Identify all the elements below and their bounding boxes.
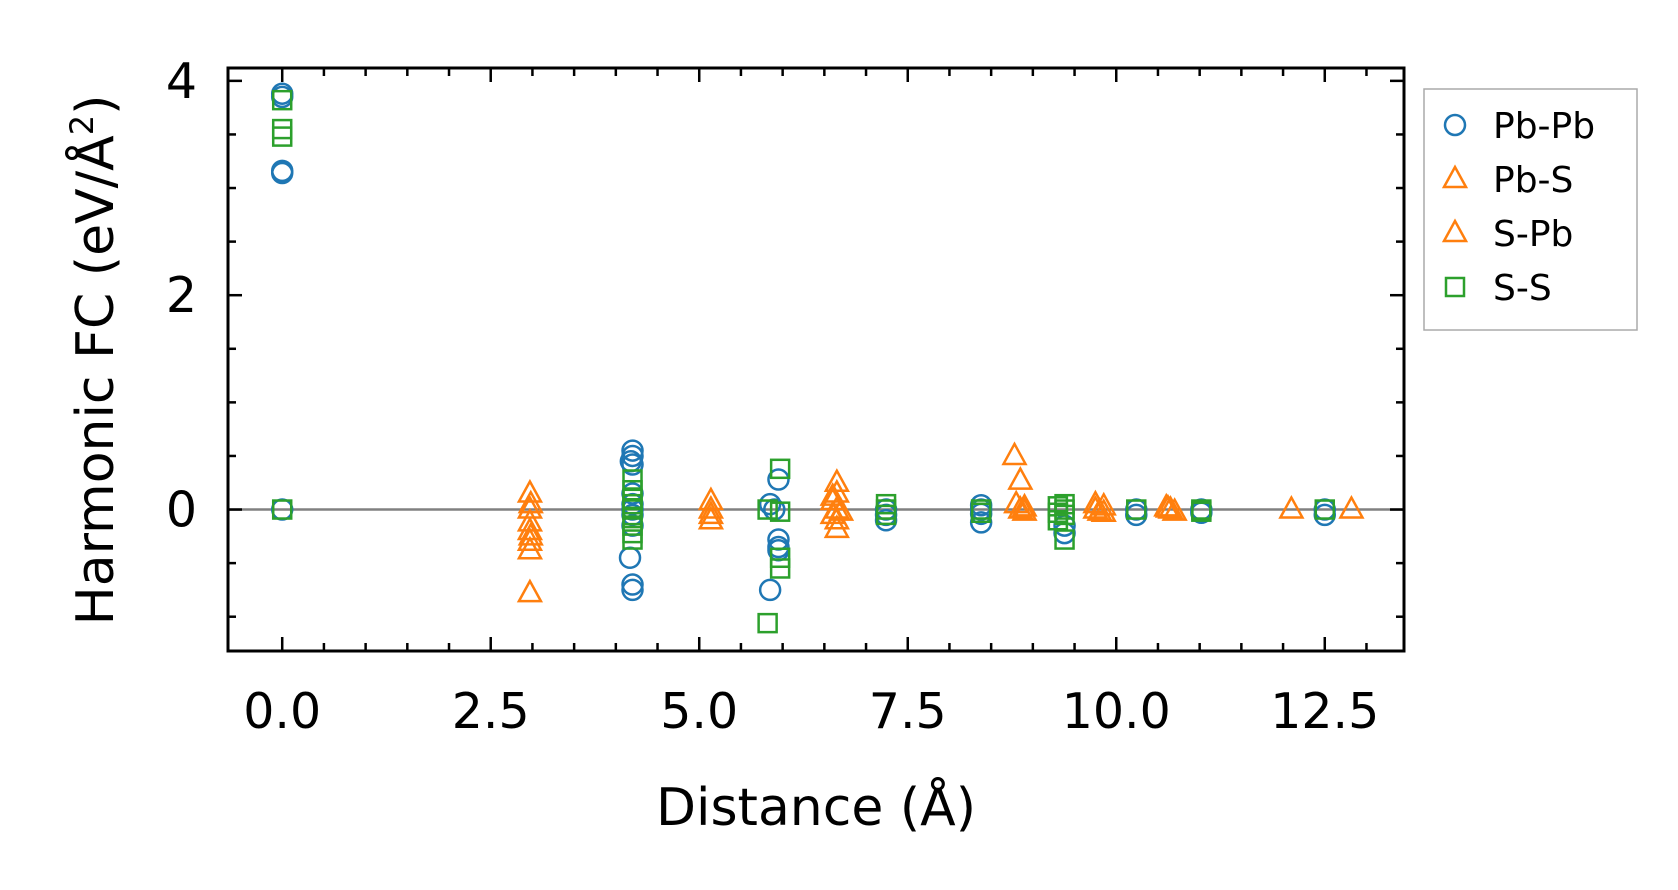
legend-item-pb-s: Pb-S: [1441, 160, 1573, 201]
point-s-pb: [819, 482, 846, 506]
point-pb-s: [697, 505, 725, 530]
point-s-s: [271, 499, 293, 520]
point-pb-pb: [618, 546, 642, 570]
point-s-s: [271, 89, 293, 111]
x-tick-label: 7.5: [869, 683, 947, 740]
point-pb-pb: [621, 453, 644, 476]
point-s-s: [622, 529, 643, 550]
point-pb-s: [697, 494, 725, 519]
legend-marker-s-pb: [1441, 218, 1469, 243]
y-axis-title: Harmonic FC (eV/Å2): [63, 95, 126, 626]
legend-marker-pb-s: [1441, 164, 1469, 189]
axis-ticks: [228, 68, 1404, 651]
plot-frame: [226, 66, 1406, 653]
point-pb-s: [1338, 494, 1365, 519]
point-pb-pb: [270, 161, 294, 185]
point-pb-s: [697, 500, 725, 525]
point-pb-s: [1278, 494, 1305, 519]
x-axis-title: Distance (Å): [656, 776, 976, 838]
y-tick-label: 2: [166, 267, 197, 324]
point-s-pb: [1154, 493, 1182, 518]
point-pb-s: [516, 478, 544, 503]
point-s-s: [622, 469, 643, 490]
point-s-pb: [517, 489, 544, 514]
point-pb-s: [1007, 466, 1034, 490]
point-s-s: [271, 126, 293, 147]
legend-marker-pb-pb: [1443, 113, 1467, 137]
point-s-s: [769, 558, 791, 579]
point-pb-s: [1011, 497, 1038, 521]
legend-box: [1423, 88, 1638, 331]
x-tick-labels: 0.0 2.5 5.0 7.5 10.0 12.5: [243, 683, 1379, 740]
point-s-s: [769, 547, 791, 569]
y-axis-title-main: Harmonic FC (eV/Å: [64, 135, 126, 626]
point-pb-pb: [758, 578, 782, 602]
legend-item-s-pb: S-Pb: [1441, 214, 1573, 255]
point-pb-s: [1001, 441, 1028, 466]
point-s-s: [769, 458, 791, 480]
point-s-pb: [827, 497, 855, 521]
point-pb-s: [516, 578, 544, 603]
point-s-s: [1191, 501, 1212, 522]
y-tick-labels: 0 2 4: [166, 53, 197, 539]
y-axis-title-superscript: 2: [63, 115, 101, 135]
legend-marker-s-s: [1444, 276, 1466, 298]
x-tick-label: 10.0: [1062, 683, 1171, 740]
point-pb-pb: [767, 468, 790, 491]
point-s-s: [757, 499, 778, 520]
legend-item-pb-pb: Pb-Pb: [1443, 106, 1595, 147]
point-pb-s: [1161, 497, 1188, 521]
point-pb-s: [516, 527, 544, 551]
legend: Pb-Pb Pb-S S-Pb S-S: [1423, 88, 1638, 331]
point-s-s: [875, 504, 897, 526]
point-s-pb: [1011, 492, 1038, 517]
y-tick-label: 0: [166, 482, 197, 539]
y-axis-title-close: ): [66, 95, 126, 115]
point-s-s: [271, 118, 293, 140]
point-s-s: [1126, 499, 1147, 520]
point-s-pb: [1086, 497, 1113, 521]
point-s-s: [1047, 510, 1069, 531]
point-s-s: [769, 501, 791, 522]
x-tick-label: 2.5: [452, 683, 530, 740]
x-tick-label: 12.5: [1270, 683, 1379, 740]
point-pb-pb: [621, 578, 644, 602]
legend-item-s-s: S-S: [1444, 268, 1552, 309]
x-tick-label: 5.0: [660, 683, 738, 740]
point-pb-pb: [621, 573, 644, 596]
point-s-s: [970, 502, 992, 524]
point-s-s: [1054, 529, 1075, 550]
point-s-pb: [517, 521, 544, 546]
legend-label-pb-s: Pb-S: [1493, 160, 1573, 201]
x-tick-label: 0.0: [243, 683, 321, 740]
y-tick-label: 4: [166, 53, 197, 110]
point-s-s: [1054, 504, 1075, 526]
legend-label-s-s: S-S: [1493, 268, 1552, 309]
point-s-s: [1314, 499, 1336, 520]
point-pb-pb: [621, 439, 644, 462]
legend-label-s-pb: S-Pb: [1493, 214, 1573, 255]
data-points: [270, 82, 1365, 634]
legend-label-pb-pb: Pb-Pb: [1493, 106, 1595, 147]
point-pb-s: [1007, 494, 1034, 519]
point-pb-s: [516, 535, 544, 560]
point-pb-s: [823, 514, 850, 539]
point-s-s: [757, 612, 778, 634]
